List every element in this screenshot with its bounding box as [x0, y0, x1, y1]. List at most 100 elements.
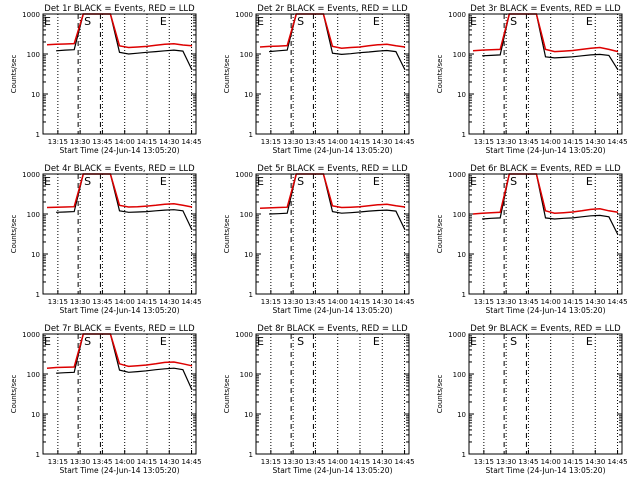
marker-s: S	[84, 15, 91, 28]
x-tick-label: 13:30	[496, 458, 516, 466]
x-tick-label: 13:45	[92, 458, 112, 466]
x-tick-label: 13:15	[48, 458, 68, 466]
x-tick-label: 14:00	[328, 458, 348, 466]
y-axis-label: Counts/sec	[436, 55, 444, 94]
x-axis-label: Start Time (24-Jun-14 13:05:20)	[486, 306, 606, 315]
x-tick-label: 14:15	[563, 458, 583, 466]
y-tick-label: 10	[31, 411, 40, 419]
panel-title: Det 2r BLACK = Events, RED = LLD	[257, 4, 408, 14]
x-tick-label: 13:15	[474, 458, 494, 466]
x-tick-label: 14:00	[541, 298, 561, 306]
series-events	[56, 173, 193, 231]
x-tick-label: 13:15	[48, 138, 68, 146]
plot-frame	[42, 13, 197, 135]
plot-frame	[42, 333, 197, 455]
panel-det-8: Det 8r BLACK = Events, RED = LLD Counts/s…	[223, 324, 415, 475]
marker-e: E	[44, 15, 51, 28]
panel-title: Det 4r BLACK = Events, RED = LLD	[44, 164, 195, 174]
y-tick-label: 10	[457, 91, 466, 99]
y-tick-label: 100	[453, 51, 466, 59]
marker-s: S	[84, 175, 91, 188]
plot-frame	[468, 333, 623, 455]
marker-s: S	[297, 15, 304, 28]
y-tick-label: 10	[457, 411, 466, 419]
series-events	[269, 173, 406, 231]
marker-s: S	[510, 335, 517, 348]
x-tick-label: 14:45	[607, 298, 627, 306]
x-tick-label: 13:45	[518, 458, 538, 466]
y-tick-label: 10	[31, 251, 40, 259]
marker-e: E	[586, 335, 593, 348]
marker-e: E	[470, 175, 477, 188]
marker-s: S	[297, 175, 304, 188]
x-tick-label: 14:45	[394, 138, 414, 146]
panel-det-9: Det 9r BLACK = Events, RED = LLD Counts/s…	[436, 324, 628, 475]
y-axis-label: Counts/sec	[10, 375, 18, 414]
panel-det-1: Det 1r BLACK = Events, RED = LLD Counts/s…	[10, 4, 202, 155]
panel-title: Det 1r BLACK = Events, RED = LLD	[44, 4, 195, 14]
x-tick-label: 14:15	[137, 458, 157, 466]
y-tick-label: 1000	[448, 11, 466, 19]
panel-det-4: Det 4r BLACK = Events, RED = LLD Counts/s…	[10, 164, 202, 315]
x-tick-label: 13:45	[305, 138, 325, 146]
x-tick-label: 14:15	[563, 138, 583, 146]
y-tick-label: 1000	[22, 11, 40, 19]
x-tick-label: 14:30	[585, 298, 605, 306]
marker-e: E	[160, 175, 167, 188]
x-tick-label: 14:30	[372, 458, 392, 466]
x-tick-label: 14:00	[328, 298, 348, 306]
x-tick-label: 14:45	[394, 298, 414, 306]
y-tick-label: 100	[240, 371, 253, 379]
x-tick-label: 14:45	[607, 458, 627, 466]
y-tick-label: 10	[244, 411, 253, 419]
y-tick-label: 1	[249, 451, 253, 459]
series-events	[269, 13, 406, 71]
series-lld	[472, 173, 619, 215]
marker-e: E	[373, 335, 380, 348]
panel-det-3: Det 3r BLACK = Events, RED = LLD Counts/s…	[436, 4, 628, 155]
series-lld	[46, 333, 193, 369]
marker-e: E	[470, 335, 477, 348]
y-tick-label: 100	[27, 211, 40, 219]
y-tick-label: 100	[453, 371, 466, 379]
marker-e: E	[257, 15, 264, 28]
panel-title: Det 3r BLACK = Events, RED = LLD	[470, 4, 621, 14]
y-axis-label: Counts/sec	[10, 55, 18, 94]
panel-title: Det 7r BLACK = Events, RED = LLD	[44, 324, 195, 334]
x-tick-label: 14:45	[181, 298, 201, 306]
x-tick-label: 14:15	[350, 458, 370, 466]
y-axis-label: Counts/sec	[223, 55, 231, 94]
y-axis-label: Counts/sec	[436, 215, 444, 254]
x-tick-label: 13:15	[474, 138, 494, 146]
y-axis-label: Counts/sec	[223, 215, 231, 254]
x-tick-label: 14:30	[372, 298, 392, 306]
x-axis-label: Start Time (24-Jun-14 13:05:20)	[60, 466, 180, 475]
x-tick-label: 14:45	[607, 138, 627, 146]
x-tick-label: 13:15	[474, 298, 494, 306]
plot-frame	[255, 13, 410, 135]
x-tick-label: 13:45	[92, 138, 112, 146]
marker-e: E	[257, 335, 264, 348]
x-tick-label: 14:30	[585, 138, 605, 146]
y-tick-label: 1000	[22, 171, 40, 179]
panel-title: Det 8r BLACK = Events, RED = LLD	[257, 324, 408, 334]
x-tick-label: 14:45	[394, 458, 414, 466]
marker-e: E	[44, 175, 51, 188]
x-tick-label: 13:30	[496, 138, 516, 146]
series-lld	[46, 173, 193, 209]
x-tick-label: 13:30	[496, 298, 516, 306]
y-tick-label: 1000	[235, 11, 253, 19]
y-tick-label: 100	[240, 211, 253, 219]
x-tick-label: 14:00	[115, 138, 135, 146]
x-tick-label: 14:30	[372, 138, 392, 146]
x-tick-label: 13:30	[283, 298, 303, 306]
x-tick-label: 14:15	[137, 298, 157, 306]
x-tick-label: 13:15	[261, 458, 281, 466]
y-tick-label: 1	[462, 451, 466, 459]
x-tick-label: 14:30	[585, 458, 605, 466]
x-tick-label: 13:30	[70, 138, 90, 146]
x-tick-label: 14:15	[350, 138, 370, 146]
series-events	[56, 13, 193, 71]
plot-frame	[255, 173, 410, 295]
